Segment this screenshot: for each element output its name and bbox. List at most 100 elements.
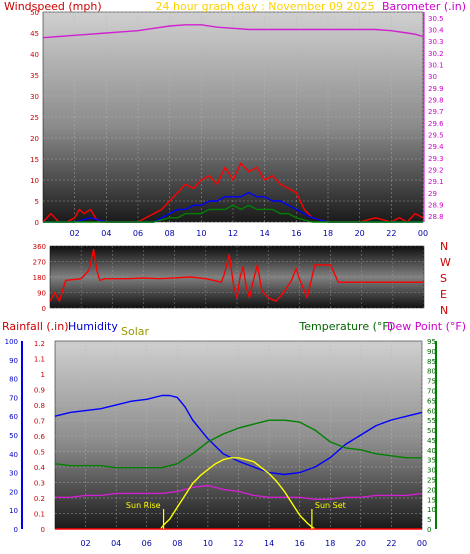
windspeed-tick-label: 35 bbox=[30, 72, 39, 80]
temperature-axis-bar bbox=[435, 341, 437, 529]
wind-x-tick-label: 20 bbox=[355, 229, 365, 238]
windspeed-tick-label: 45 bbox=[30, 30, 39, 38]
rainfall-tick-label: 1 bbox=[41, 371, 45, 379]
rainfall-tick-label: 0.3 bbox=[34, 480, 45, 488]
humidity-tick-label: 20 bbox=[9, 488, 18, 496]
barometer-tick-label: 29.3 bbox=[428, 155, 444, 163]
temperature-x-axis: 02 04 06 08 10 12 14 16 18 20 22 00 bbox=[80, 539, 427, 548]
temperature-tick-label: 65 bbox=[427, 397, 436, 405]
rainfall-tick-label: 1.1 bbox=[34, 356, 45, 364]
barometer-tick-label: 29.5 bbox=[428, 132, 444, 140]
temperature-x-tick-label: 12 bbox=[233, 539, 243, 548]
humidity-tick-label: 90 bbox=[9, 357, 18, 365]
barometer-tick-label: 29.9 bbox=[428, 85, 444, 93]
wind-x-tick-label: 08 bbox=[165, 229, 175, 238]
direction-tick-label: 90 bbox=[37, 290, 46, 298]
temperature-tick-label: 50 bbox=[427, 427, 436, 435]
barometer-tick-label: 28.9 bbox=[428, 202, 444, 210]
temperature-tick-label: 5 bbox=[427, 516, 431, 524]
rainfall-tick-label: 0.5 bbox=[34, 449, 45, 457]
temperature-tick-label: 70 bbox=[427, 387, 436, 395]
windspeed-axis-label: Windspeed (mph) bbox=[4, 0, 102, 13]
barometer-tick-label: 29.1 bbox=[428, 178, 444, 186]
barometer-axis-label: Barometer (.in) bbox=[382, 0, 466, 13]
wind-series bbox=[42, 24, 424, 223]
compass-label: E bbox=[440, 288, 447, 301]
windspeed-tick-label: 15 bbox=[30, 156, 39, 164]
barometer-line bbox=[42, 24, 424, 39]
windspeed-tick-label: 40 bbox=[30, 51, 39, 59]
sunset-label: Sun Set bbox=[315, 501, 346, 510]
windspeed-tick-label: 50 bbox=[30, 9, 39, 17]
temperature-tick-label: 55 bbox=[427, 417, 436, 425]
barometer-tick-label: 30.5 bbox=[428, 15, 444, 23]
direction-tick-label: 270 bbox=[33, 259, 46, 267]
windspeed-tick-label: 20 bbox=[30, 135, 39, 143]
temperature-x-tick-label: 06 bbox=[142, 539, 152, 548]
dew-point-line bbox=[55, 484, 423, 500]
humidity-axis-label: Humidity bbox=[68, 320, 118, 333]
humidity-tick-label: 30 bbox=[9, 470, 18, 478]
rainfall-axis-bar bbox=[21, 341, 23, 529]
temperature-axis-label: Temperature (°F) bbox=[298, 320, 393, 333]
humidity-tick-label: 60 bbox=[9, 413, 18, 421]
wind-x-tick-label: 04 bbox=[101, 229, 111, 238]
wind-x-tick-label: 16 bbox=[291, 229, 301, 238]
sunrise-label: Sun Rise bbox=[126, 501, 161, 510]
temperature-tick-label: 40 bbox=[427, 447, 436, 455]
barometer-tick-label: 29.2 bbox=[428, 167, 444, 175]
windspeed-tick-label: 5 bbox=[35, 198, 39, 206]
barometer-tick-label: 30 bbox=[428, 73, 437, 81]
rainfall-tick-label: 0.2 bbox=[34, 495, 45, 503]
humidity-tick-label: 10 bbox=[9, 507, 18, 515]
barometer-tick-label: 29.8 bbox=[428, 97, 444, 105]
wind-x-tick-label: 06 bbox=[133, 229, 143, 238]
temperature-tick-label: 90 bbox=[427, 348, 436, 356]
rainfall-tick-label: 0.1 bbox=[34, 511, 45, 519]
temperature-x-tick-label: 14 bbox=[264, 539, 274, 548]
barometer-tick-label: 29.4 bbox=[428, 143, 444, 151]
humidity-axis: 0 10 20 30 40 50 60 70 80 90 100 bbox=[5, 338, 18, 534]
compass-label: S bbox=[440, 272, 447, 285]
temperature-x-tick-label: 04 bbox=[111, 539, 121, 548]
barometer-right-axis: 28.8 28.9 29 29.1 29.2 29.3 29.4 29.5 29.6 29.7 29… bbox=[423, 12, 444, 222]
barometer-tick-label: 30.2 bbox=[428, 50, 444, 58]
humidity-tick-label: 50 bbox=[9, 432, 18, 440]
windspeed-tick-label: 0 bbox=[35, 219, 39, 227]
compass-label: N bbox=[440, 240, 448, 253]
barometer-tick-label: 30.3 bbox=[428, 38, 444, 46]
wind-x-tick-label: 22 bbox=[386, 229, 396, 238]
wind-x-tick-label: 18 bbox=[323, 229, 333, 238]
sun-annotations: Sun Rise Sun Set bbox=[126, 501, 346, 529]
direction-tick-label: 180 bbox=[33, 274, 46, 282]
wind-x-tick-label: 12 bbox=[228, 229, 238, 238]
temperature-tick-label: 30 bbox=[427, 467, 436, 475]
temperature-x-tick-label: 10 bbox=[203, 539, 213, 548]
temperature-x-tick-label: 20 bbox=[356, 539, 366, 548]
temperature-tick-label: 10 bbox=[427, 506, 436, 514]
compass-label: N bbox=[440, 304, 448, 317]
temperature-x-tick-label: 02 bbox=[80, 539, 90, 548]
wind-x-tick-label: 14 bbox=[260, 229, 270, 238]
barometer-tick-label: 28.8 bbox=[428, 213, 444, 221]
humidity-tick-label: 100 bbox=[5, 338, 18, 346]
wind-grid bbox=[43, 11, 424, 223]
barometer-tick-label: 29.7 bbox=[428, 108, 444, 116]
wind-direction-line bbox=[49, 248, 424, 302]
temperature-tick-label: 60 bbox=[427, 407, 436, 415]
temperature-tick-label: 25 bbox=[427, 477, 436, 485]
temperature-series bbox=[54, 394, 423, 530]
barometer-tick-label: 29 bbox=[428, 190, 437, 198]
direction-tick-label: 0 bbox=[42, 305, 46, 313]
direction-left-axis: 0 90 180 270 360 bbox=[33, 243, 46, 313]
graph-title: 24 hour graph day : November 09 2025 bbox=[155, 0, 374, 13]
humidity-line bbox=[54, 394, 423, 476]
barometer-tick-label: 30.4 bbox=[428, 27, 444, 35]
rainfall-axis: 0 0.1 0.2 0.3 0.4 0.5 0.6 0.7 0.8 0.9 1 1.1 1.2 bbox=[34, 340, 46, 534]
barometer-tick-label: 29.6 bbox=[428, 120, 444, 128]
